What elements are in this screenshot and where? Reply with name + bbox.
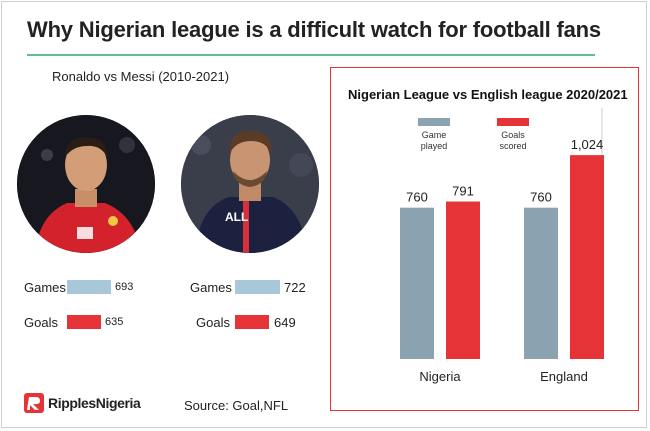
chart-panel <box>330 67 639 411</box>
messi-games-value: 722 <box>284 280 306 295</box>
data-label-england-goals: 1,024 <box>571 137 604 152</box>
messi-games-bar <box>235 280 280 294</box>
ronaldo-goals-value: 635 <box>105 316 124 328</box>
messi-goals-label: Goals <box>196 315 230 330</box>
comparison-subtitle: Ronaldo vs Messi (2010-2021) <box>52 69 230 84</box>
legend-swatch-games <box>418 118 450 126</box>
bar-england-goals <box>570 155 604 359</box>
source-note: Source: Goal,NFL <box>184 398 289 413</box>
ronaldo-goals-bar <box>67 315 101 329</box>
ripples-logo-icon <box>24 393 44 413</box>
messi-photo: ALL <box>181 115 319 253</box>
page-title: Why Nigerian league is a difficult watch… <box>27 17 601 42</box>
data-label-nigeria-games: 760 <box>406 190 428 205</box>
bar-england-games <box>524 207 558 359</box>
bar-nigeria-goals <box>446 201 480 359</box>
ronaldo-games-label: Games <box>24 280 66 295</box>
data-label-nigeria-goals: 791 <box>452 184 474 199</box>
messi-games-label: Games <box>190 280 232 295</box>
messi-goals-value: 649 <box>274 315 296 330</box>
data-label-england-games: 760 <box>530 190 552 205</box>
bar-nigeria-games <box>400 207 434 359</box>
ronaldo-goals-label: Goals <box>24 315 58 330</box>
ronaldo-games-bar <box>67 280 111 294</box>
ripples-nigeria-logo: RipplesNigeria <box>24 393 141 413</box>
x-tick-england: England <box>540 369 588 384</box>
messi-goals-bar <box>235 315 269 329</box>
title-divider <box>27 54 595 56</box>
legend-label-games: Game played <box>420 130 448 151</box>
svg-text:ALL: ALL <box>225 210 248 224</box>
legend-label-goals: Goals scored <box>499 130 527 151</box>
legend-swatch-goals <box>497 118 529 126</box>
ronaldo-games-value: 693 <box>115 281 134 293</box>
chart-title: Nigerian League vs English league 2020/2… <box>348 87 628 102</box>
ronaldo-photo <box>17 115 155 253</box>
logo-text: RipplesNigeria <box>48 395 141 411</box>
x-tick-nigeria: Nigeria <box>419 369 461 384</box>
